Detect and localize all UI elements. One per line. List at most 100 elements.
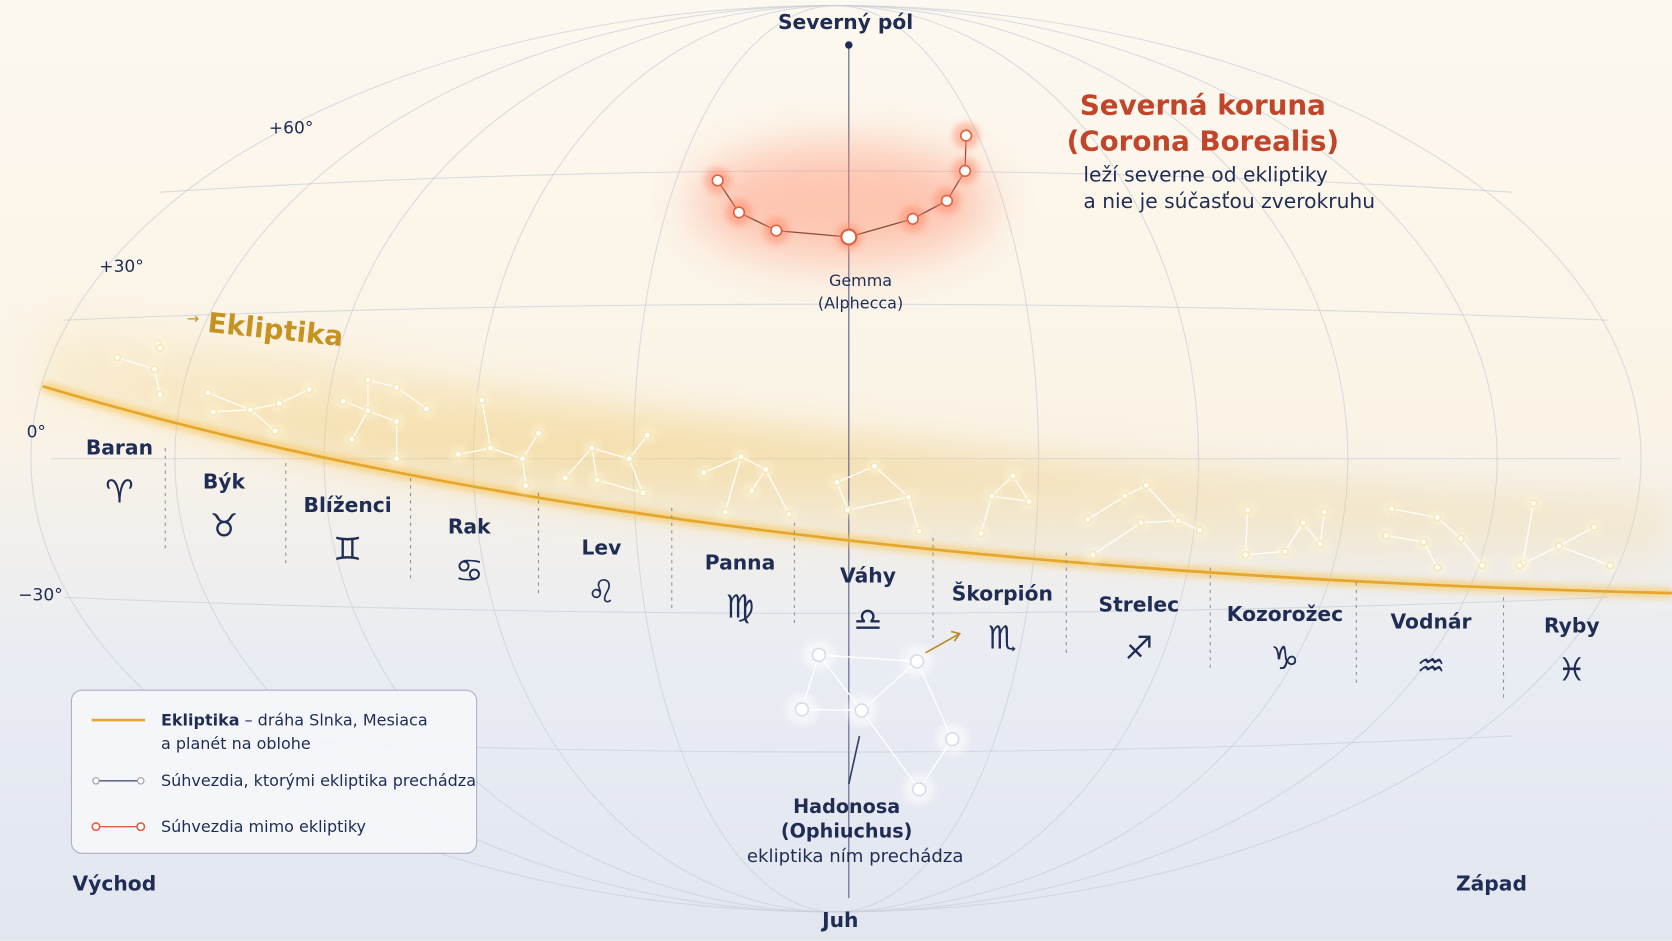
- constellation-line: [591, 448, 645, 494]
- star: [870, 462, 879, 471]
- star: [945, 732, 960, 747]
- zodiac-band: [42, 298, 1672, 594]
- star: [909, 654, 925, 669]
- zodiac-name: Ryby: [1544, 614, 1600, 638]
- corona-description: leží severne od ekliptiky: [1083, 163, 1327, 187]
- legend-term: Ekliptika: [161, 710, 240, 729]
- ophiuchus-name: Hadonosa: [793, 795, 900, 818]
- star: [392, 417, 401, 426]
- star: [977, 529, 986, 538]
- star: [1243, 505, 1252, 514]
- zodiac-name: Panna: [705, 551, 775, 575]
- star: [1320, 508, 1329, 517]
- star: [840, 228, 858, 246]
- star: [904, 493, 913, 502]
- zodiac-symbol: ♊: [333, 530, 362, 568]
- pointer-arrow: [848, 735, 861, 785]
- star: [534, 429, 543, 438]
- zodiac-name: Baran: [86, 436, 153, 460]
- star: [347, 435, 356, 444]
- star: [761, 465, 770, 474]
- ecliptic-line: [42, 384, 1672, 595]
- star: [392, 383, 401, 392]
- zodiac-symbol: ♏: [988, 619, 1017, 657]
- constellation-line: [1558, 545, 1611, 567]
- star: [1025, 497, 1034, 506]
- legend-swatch: [136, 822, 146, 832]
- star: [587, 444, 596, 453]
- star: [113, 353, 122, 362]
- star: [737, 452, 746, 461]
- zodiac-name: Býk: [203, 470, 246, 494]
- legend-text: Súhvezdia mimo ekliptiky: [161, 817, 366, 836]
- legend-swatch: [92, 777, 100, 785]
- star: [1382, 531, 1391, 540]
- star: [155, 343, 164, 352]
- star: [643, 431, 652, 440]
- star: [1174, 516, 1183, 525]
- star: [911, 782, 927, 797]
- star: [203, 388, 212, 397]
- star: [1515, 561, 1524, 570]
- star: [363, 375, 372, 384]
- zodiac-symbol: ♓: [1557, 651, 1586, 689]
- star: [699, 468, 708, 477]
- star: [833, 478, 842, 487]
- star: [339, 397, 348, 406]
- star: [843, 505, 852, 514]
- star: [1195, 526, 1204, 535]
- zodiac-symbol: ♒: [1417, 646, 1446, 684]
- constellation-line: [724, 456, 742, 513]
- constellation-line: [703, 455, 790, 515]
- star: [721, 508, 730, 517]
- zodiac-name: Lev: [581, 536, 621, 560]
- zodiac-symbol: ♑: [1271, 639, 1300, 677]
- ophiuchus-name: (Ophiuchus): [781, 819, 913, 842]
- corona-title: (Corona Borealis): [1067, 125, 1339, 158]
- star: [1456, 534, 1465, 543]
- star: [518, 454, 527, 463]
- corona-description: a nie je súčasťou zverokruhu: [1083, 189, 1375, 213]
- star: [794, 702, 810, 717]
- star: [987, 492, 996, 501]
- star: [1299, 518, 1308, 527]
- legend-text: Súhvezdia, ktorými ekliptika prechádza: [161, 771, 476, 790]
- star: [785, 510, 794, 519]
- zodiac-symbol: ♈: [105, 472, 134, 510]
- star: [486, 444, 495, 453]
- legend-text: Ekliptika – dráha Slnka, Mesiaca: [161, 710, 428, 729]
- star: [732, 206, 746, 219]
- star: [246, 405, 255, 414]
- star: [1606, 561, 1615, 570]
- star: [1083, 515, 1092, 524]
- star: [638, 488, 647, 497]
- star-label: (Alphecca): [818, 293, 903, 312]
- star: [150, 365, 159, 374]
- zodiac-symbol: ♎: [854, 600, 883, 638]
- star: [1529, 499, 1538, 508]
- star: [1280, 547, 1289, 556]
- ophiuchus-note: ekliptika ním prechádza: [747, 846, 964, 867]
- constellation-line: [481, 400, 492, 449]
- star: [1120, 492, 1129, 501]
- legend-swatch: [91, 822, 101, 832]
- constellation-line: [564, 434, 648, 479]
- south-label: Juh: [820, 908, 858, 932]
- star: [392, 454, 401, 463]
- content: Baran ♈ Býk ♉ Blíženci ♊ Rak ♋ Lev ♌ Panna ♍ Váhy ♎ Šk…: [86, 122, 1619, 806]
- star: [940, 194, 954, 207]
- legend: Ekliptika – dráha Slnka, Mesiaca a plané…: [70, 689, 478, 854]
- star: [625, 454, 634, 463]
- star: [1419, 537, 1428, 546]
- star: [854, 703, 869, 718]
- zodiac-name: Rak: [448, 514, 491, 538]
- star: [906, 212, 919, 225]
- zodiac-name: Blíženci: [304, 493, 392, 517]
- declination-label: −30°: [18, 586, 63, 606]
- constellation-line: [1522, 503, 1535, 564]
- star: [1316, 540, 1325, 549]
- zodiac-symbol: ♋: [455, 551, 484, 589]
- corona-title: Severná koruna: [1080, 88, 1326, 121]
